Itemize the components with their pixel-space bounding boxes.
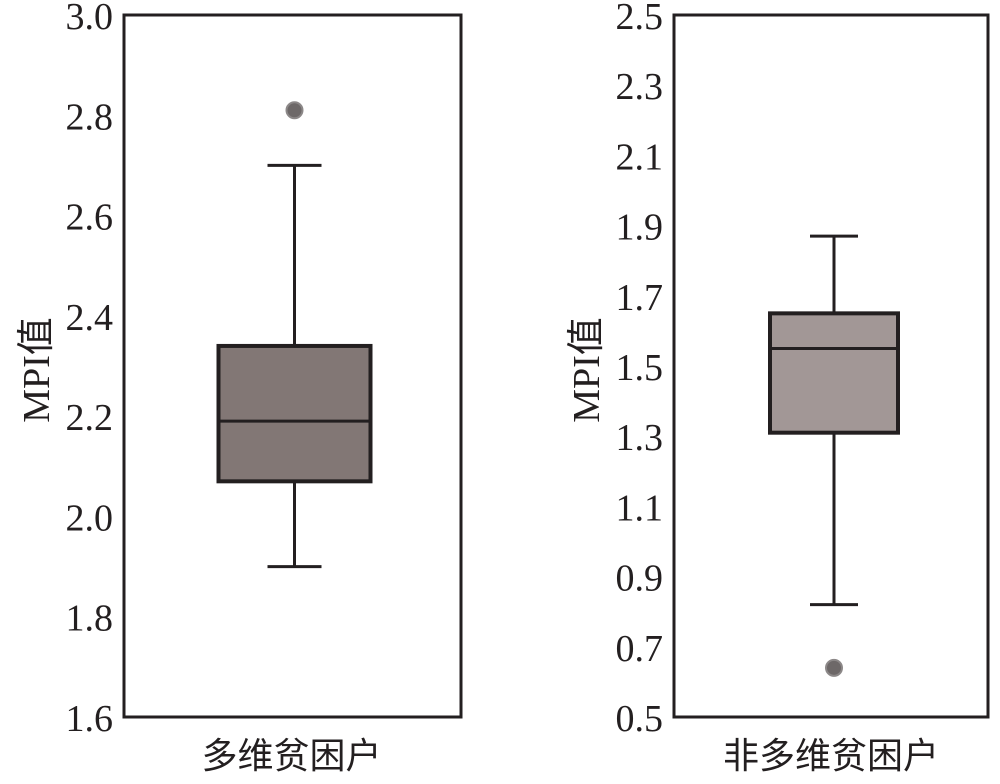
- x-axis-label: 多维贫困户: [201, 736, 381, 776]
- plot-frame: [122, 13, 463, 719]
- y-tick-label: 2.5: [616, 0, 664, 38]
- y-tick-label: 0.9: [616, 558, 664, 600]
- outlier-point: [285, 101, 304, 120]
- y-tick-label: 1.6: [66, 698, 114, 740]
- y-tick-label: 1.7: [616, 277, 664, 319]
- y-tick-label: 0.5: [616, 698, 664, 740]
- iqr-box: [768, 311, 900, 435]
- y-tick-label: 2.4: [66, 297, 114, 339]
- y-axis-label: MPI值: [566, 317, 608, 423]
- chart-panel-2: 0.5 0.7 0.9 1.1 1.3 1.5 1.7 1.9 2.1 2.3 2.5 MPI值非多维…: [566, 0, 990, 776]
- y-tick-label: 0.7: [616, 628, 664, 670]
- outlier-point: [825, 658, 843, 677]
- y-tick-label: 2.2: [66, 397, 114, 439]
- y-tick-label: 2.0: [66, 497, 114, 539]
- y-tick-label: 1.9: [616, 207, 664, 249]
- y-tick-label: 2.6: [66, 197, 114, 239]
- y-tick-label: 1.8: [66, 598, 114, 640]
- plot-frame: [672, 13, 990, 719]
- y-tick-label: 1.5: [616, 347, 664, 389]
- y-tick-label: 2.3: [616, 66, 664, 108]
- y-axis-label: MPI值: [16, 317, 58, 423]
- y-tick-label: 1.3: [616, 417, 664, 459]
- iqr-box: [216, 343, 373, 484]
- y-tick-label: 3.0: [66, 0, 114, 38]
- y-tick-label: 2.1: [616, 136, 664, 178]
- y-tick-label: 2.8: [66, 96, 114, 138]
- x-axis-label: 非多维贫困户: [723, 736, 939, 776]
- y-tick-label: 1.1: [616, 487, 664, 529]
